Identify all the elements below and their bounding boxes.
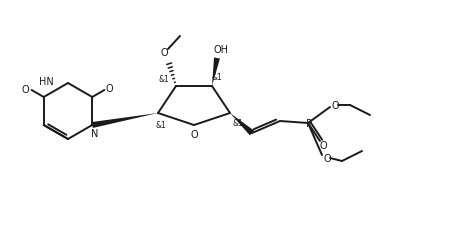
Text: O: O <box>330 101 338 111</box>
Text: O: O <box>323 153 330 163</box>
Text: O: O <box>190 129 197 139</box>
Text: O: O <box>318 140 326 150</box>
Text: HN: HN <box>39 77 54 87</box>
Text: O: O <box>105 84 113 94</box>
Text: &1: &1 <box>211 73 222 82</box>
Polygon shape <box>229 114 253 136</box>
Text: O: O <box>22 85 30 95</box>
Text: O: O <box>160 48 167 58</box>
Polygon shape <box>212 58 219 87</box>
Text: &1: &1 <box>155 120 166 129</box>
Text: OH: OH <box>213 45 228 55</box>
Text: &1: &1 <box>232 119 243 128</box>
Text: N: N <box>91 128 98 138</box>
Text: P: P <box>305 118 311 128</box>
Text: &1: &1 <box>158 74 169 83</box>
Polygon shape <box>91 114 157 128</box>
